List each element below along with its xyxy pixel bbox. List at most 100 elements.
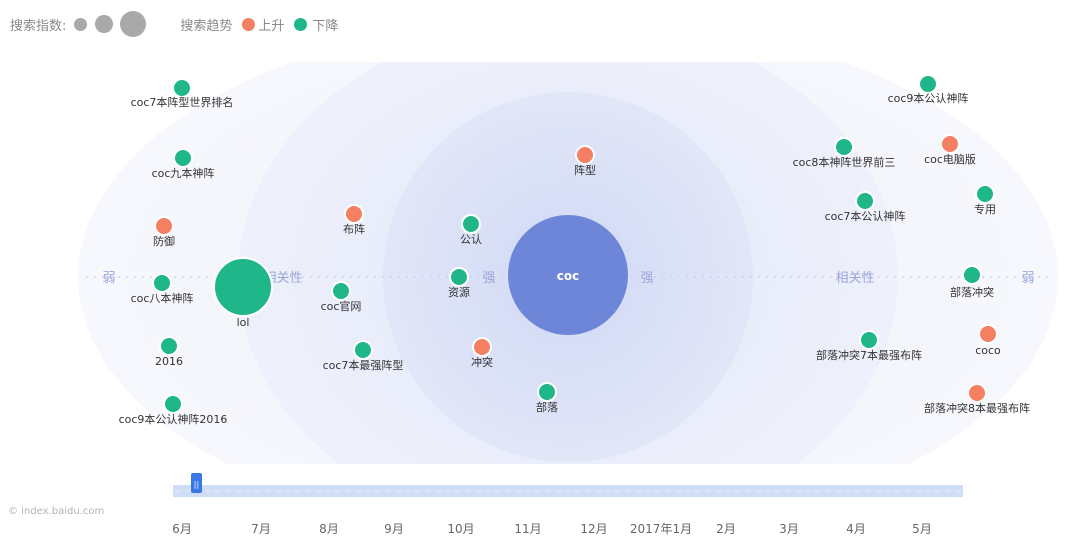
keyword-bubble[interactable] [353, 340, 373, 360]
keyword-node[interactable]: 资源 [448, 267, 470, 299]
keyword-bubble[interactable] [173, 148, 193, 168]
month-label[interactable]: 9月 [384, 522, 404, 536]
keyword-node[interactable]: coc9本公认神阵 [888, 74, 969, 105]
month-label[interactable]: 10月 [447, 522, 475, 536]
keyword-label: coc8本神阵世界前三 [793, 155, 896, 169]
month-label[interactable]: 12月 [580, 522, 608, 536]
zone-related-left: 相关性 [263, 271, 302, 286]
up-label: 上升 [258, 18, 285, 34]
legend: 搜索指数: 搜索趋势 上升 下降 [10, 11, 338, 37]
keyword-bubble[interactable] [172, 78, 192, 98]
watermark: © index.baidu.com [8, 506, 105, 517]
zone-strong-right: 强 [640, 271, 653, 286]
keyword-node[interactable]: coc7本阵型世界排名 [131, 78, 234, 109]
keyword-node[interactable]: coc八本神阵 [131, 273, 194, 305]
keyword-label: 冲突 [471, 355, 493, 369]
keyword-bubble[interactable] [449, 267, 469, 287]
keyword-node[interactable]: 部落 [536, 382, 558, 414]
keyword-node[interactable]: coc九本神阵 [152, 148, 215, 180]
keyword-bubble[interactable] [213, 257, 273, 317]
keyword-node[interactable]: coc官网 [321, 281, 362, 313]
keyword-node[interactable]: coc7本公认神阵 [825, 191, 906, 223]
keyword-label: 部落冲突7本最强布阵 [816, 348, 922, 362]
keyword-label: 部落冲突 [950, 285, 994, 299]
keyword-label: coc九本神阵 [152, 166, 215, 180]
timeline-handle[interactable] [191, 473, 202, 493]
keyword-label: coc电脑版 [924, 152, 976, 166]
timeline-slider[interactable]: || [173, 473, 963, 497]
month-label[interactable]: 7月 [251, 522, 271, 536]
keyword-node[interactable]: coco [975, 324, 1001, 357]
keyword-bubble[interactable] [975, 184, 995, 204]
keyword-bubble[interactable] [331, 281, 351, 301]
keyword-node[interactable]: 冲突 [471, 337, 493, 369]
keyword-bubble[interactable] [575, 145, 595, 165]
keyword-label: 2016 [155, 355, 183, 368]
keyword-node[interactable]: 公认 [460, 214, 482, 246]
keyword-bubble[interactable] [344, 204, 364, 224]
keyword-bubble[interactable] [978, 324, 998, 344]
search-trend-label: 搜索趋势 [180, 18, 233, 34]
month-label[interactable]: 11月 [514, 522, 542, 536]
keyword-label: 专用 [974, 202, 996, 216]
keyword-bubble[interactable] [537, 382, 557, 402]
month-label[interactable]: 5月 [912, 522, 932, 536]
keyword-node[interactable]: coc8本神阵世界前三 [793, 137, 896, 169]
keyword-label: 阵型 [574, 163, 596, 177]
keyword-bubble[interactable] [859, 330, 879, 350]
keyword-node[interactable]: 部落冲突7本最强布阵 [816, 330, 922, 362]
keyword-node[interactable]: 部落冲突8本最强布阵 [924, 383, 1030, 415]
keyword-label: lol [237, 316, 250, 329]
keyword-node[interactable]: 防御 [153, 216, 175, 248]
keyword-bubble[interactable] [834, 137, 854, 157]
keyword-node[interactable]: 阵型 [574, 145, 596, 177]
month-label[interactable]: 3月 [779, 522, 799, 536]
up-dot [242, 17, 256, 31]
keyword-node[interactable]: 布阵 [343, 204, 365, 236]
keyword-label: 部落冲突8本最强布阵 [924, 401, 1030, 415]
center-label: coc [557, 269, 579, 283]
keyword-label: coc9本公认神阵 [888, 91, 969, 105]
keyword-bubble[interactable] [461, 214, 481, 234]
keyword-bubble[interactable] [159, 336, 179, 356]
legend-up-toggle[interactable]: 搜索趋势 上升 [180, 15, 284, 34]
keyword-label: coc八本神阵 [131, 291, 194, 305]
keyword-label: coco [975, 344, 1001, 357]
center-bubble[interactable] [508, 215, 628, 335]
keyword-node[interactable]: coc9本公认神阵2016 [119, 394, 228, 426]
keyword-bubble[interactable] [163, 394, 183, 414]
down-label: 下降 [312, 18, 339, 34]
keyword-node[interactable]: lol [213, 257, 273, 329]
keyword-bubble[interactable] [918, 74, 938, 94]
keyword-bubble[interactable] [154, 216, 174, 236]
zone-weak-left: 弱 [102, 271, 115, 286]
keyword-bubble[interactable] [967, 383, 987, 403]
index-large-dot [120, 11, 147, 37]
keyword-bubble[interactable] [940, 134, 960, 154]
keyword-bubble[interactable] [855, 191, 875, 211]
center-node[interactable]: coc [508, 215, 628, 335]
keyword-node[interactable]: 2016 [155, 336, 183, 368]
month-label[interactable]: 2月 [716, 522, 736, 536]
keyword-label: 布阵 [343, 222, 365, 236]
timeline-handle-grip: || [194, 480, 199, 489]
keyword-bubble[interactable] [962, 265, 982, 285]
month-label[interactable]: 6月 [172, 522, 192, 536]
keyword-label: 资源 [448, 285, 470, 299]
keyword-bubble[interactable] [472, 337, 492, 357]
keyword-node[interactable]: coc电脑版 [924, 134, 976, 166]
legend-down-toggle[interactable]: 下降 [294, 15, 338, 34]
keyword-label: coc7本公认神阵 [825, 209, 906, 223]
keyword-node[interactable]: coc7本最强阵型 [323, 340, 404, 372]
keyword-label: 部落 [536, 400, 558, 414]
zone-related-right: 相关性 [835, 271, 874, 286]
keyword-node[interactable]: 部落冲突 [950, 265, 994, 299]
month-label[interactable]: 2017年1月 [629, 522, 693, 536]
month-label[interactable]: 4月 [846, 522, 866, 536]
keyword-bubble[interactable] [152, 273, 172, 293]
keyword-node[interactable]: 专用 [974, 184, 996, 216]
keyword-label: coc7本最强阵型 [323, 358, 404, 372]
month-label[interactable]: 8月 [319, 522, 339, 536]
